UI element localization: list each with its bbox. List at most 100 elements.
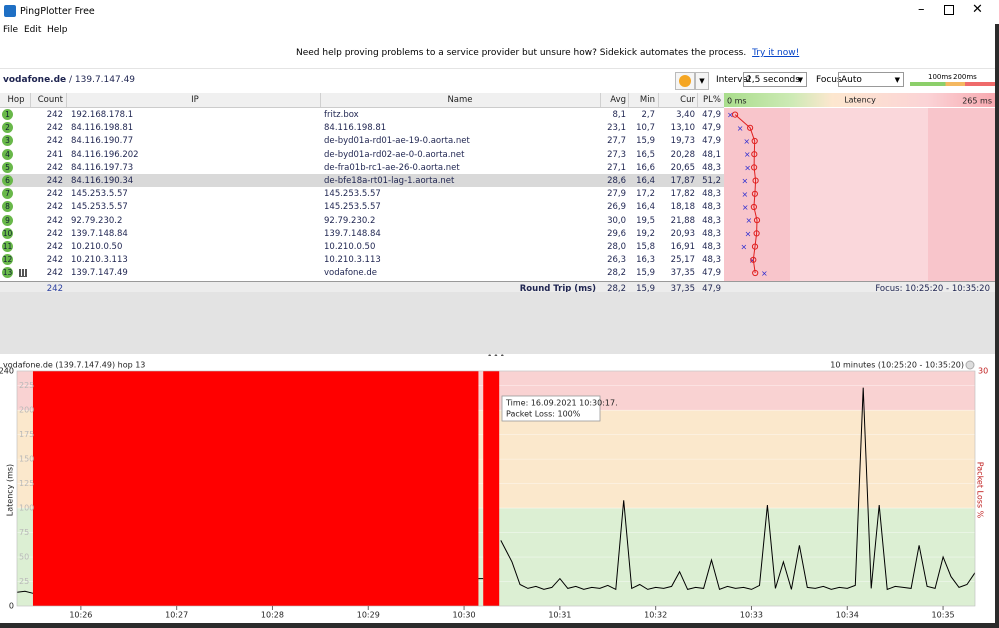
summary-label: Round Trip (ms)	[519, 283, 596, 294]
hop-row[interactable]: 13 242 139.7.147.49 vodafone.de 28,2 15,9 37,3…	[0, 266, 724, 280]
hop-avg: 29,6	[607, 228, 626, 239]
hop-row[interactable]: 7 242 145.253.5.57 145.253.5.57 27,9 17,2 17,8…	[0, 187, 724, 201]
y-axis-label: Latency (ms)	[6, 464, 15, 516]
hop-row[interactable]: 6 242 84.116.190.34 de-bfe18a-rt01-lag-1.ao…	[0, 174, 724, 188]
column-header[interactable]: Name	[447, 95, 473, 105]
x-tick-label: 10:30	[453, 611, 476, 620]
menu-item[interactable]: Edit	[24, 25, 42, 35]
column-header[interactable]: Count	[37, 95, 63, 105]
y-tick-label: 200	[19, 406, 34, 415]
hop-row[interactable]: 12 242 10.210.3.113 10.210.3.113 26,3 16,3 25,…	[0, 253, 724, 267]
column-header[interactable]: Min	[639, 95, 655, 105]
x-tick-label: 10:28	[261, 611, 284, 620]
hop-badge: 5	[2, 161, 13, 173]
hop-cur: 13,10	[670, 123, 695, 134]
hop-name: de-byd01a-rd02-ae-0-0.aorta.net	[324, 149, 465, 160]
avg-mark	[751, 190, 758, 197]
hop-min: 16,4	[636, 176, 655, 186]
target: vodafone.de / 139.7.147.49	[3, 75, 135, 85]
hop-row[interactable]: 2 242 84.116.198.81 84.116.198.81 23,1 10,7 13…	[0, 121, 724, 135]
hop-name: fritz.box	[324, 110, 359, 120]
hop-min: 15,8	[636, 242, 655, 252]
menu-item[interactable]: File	[3, 25, 19, 35]
x-tick-label: 10:32	[644, 611, 667, 620]
avg-mark	[751, 164, 758, 171]
hop-ip: 145.253.5.57	[71, 189, 128, 200]
hop-count: 242	[46, 255, 63, 266]
hop-badge: 7	[2, 188, 13, 200]
hop-row[interactable]: 3 242 84.116.190.77 de-byd01a-rd01-ae-19-0.…	[0, 134, 724, 148]
hop-pl: 47,9	[702, 123, 721, 134]
hop-badge: 6	[2, 175, 13, 186]
hop-pl: 48,3	[702, 202, 721, 213]
close-button[interactable]: ✕	[972, 2, 983, 17]
hop-count: 242	[46, 162, 63, 173]
hop-row[interactable]: 1 242 192.168.178.1 fritz.box 8,1 2,7 3,40 47,9	[0, 108, 724, 122]
minimize-button[interactable]: –	[918, 2, 925, 17]
column-divider	[600, 93, 601, 107]
hop-badge: 1	[2, 109, 13, 120]
x-tick-label: 10:35	[932, 611, 955, 620]
hop-cur: 25,17	[670, 255, 695, 266]
summary-pl: 47,9	[702, 283, 721, 294]
hop-row[interactable]: 5 242 84.116.197.73 de-fra01b-rc1-ae-26-0.a…	[0, 160, 724, 174]
hop-count: 242	[46, 189, 63, 200]
avg-mark	[752, 269, 759, 277]
banner-link[interactable]: Try it now!	[752, 48, 800, 58]
hop-ip: 84.116.198.81	[71, 123, 134, 134]
x-tick-label: 10:31	[548, 611, 571, 620]
column-header[interactable]: PL%	[703, 95, 721, 105]
hop-pl: 47,9	[702, 268, 721, 279]
hop-row[interactable]: 8 242 145.253.5.57 145.253.5.57 26,9 16,4 18,1…	[0, 200, 724, 214]
hop-row[interactable]: 4 241 84.116.196.202 de-byd01a-rd02-ae-0-0.…	[0, 147, 724, 161]
summary-cur: 37,35	[670, 283, 695, 294]
latency-scale-max: 265 ms	[962, 97, 992, 106]
x-tick-label: 10:29	[357, 611, 380, 620]
hop-avg: 23,1	[607, 123, 626, 134]
interval-select[interactable]: 2,5 seconds ▼	[743, 72, 807, 87]
column-header[interactable]: IP	[191, 95, 199, 105]
hop-badge: 4	[2, 148, 13, 160]
hop-pl: 48,3	[702, 242, 721, 252]
hop-row[interactable]: 11 242 10.210.0.50 10.210.0.50 28,0 15,8 16,91…	[0, 240, 724, 254]
avg-mark	[750, 203, 757, 211]
column-header[interactable]: Cur	[680, 95, 695, 105]
hop-row[interactable]: 9 242 92.79.230.2 92.79.230.2 30,0 19,5 21,88 4…	[0, 213, 724, 227]
cur-mark: ×	[741, 243, 748, 252]
title-bar: PingPlotter Free – ✕	[0, 0, 999, 24]
hop-pl: 48,3	[702, 255, 721, 266]
menu-bar: File Edit Help	[0, 24, 999, 38]
hop-badge: 9	[2, 214, 13, 226]
column-header[interactable]: Avg	[610, 95, 626, 105]
avg-line	[734, 114, 758, 274]
hop-row[interactable]: 10 242 139.7.148.84 139.7.148.84 29,6 19,2 20,…	[0, 226, 724, 240]
pause-dropdown[interactable]: ▼	[695, 72, 709, 90]
summary-focus: Focus: 10:25:20 - 10:35:20	[875, 283, 990, 294]
tooltip-box	[501, 395, 601, 422]
focus-select[interactable]: Auto ▼	[838, 72, 904, 87]
hop-min: 15,9	[636, 136, 655, 147]
hop-cur: 16,91	[670, 242, 695, 252]
maximize-button[interactable]	[944, 5, 954, 15]
column-header[interactable]: Hop	[7, 95, 25, 105]
tooltip-time: Time: 16.09.2021 10:30:17.	[505, 399, 618, 408]
hop-count: 241	[46, 149, 63, 160]
hop-avg: 26,3	[607, 255, 626, 266]
pause-button[interactable]	[675, 72, 695, 90]
hop-name: 145.253.5.57	[324, 202, 381, 213]
hop-ip: 84.116.190.77	[71, 136, 134, 147]
column-divider	[658, 93, 659, 107]
menu-item[interactable]: Help	[47, 25, 68, 35]
hop-name: 145.253.5.57	[324, 189, 381, 200]
range-button[interactable]	[965, 360, 975, 370]
hop-name: 84.116.198.81	[324, 123, 387, 134]
x-tick-label: 10:27	[165, 611, 188, 620]
latency-body-mid	[790, 108, 928, 292]
hop-avg: 28,0	[607, 242, 626, 252]
hop-badge: 10	[2, 227, 13, 239]
taskbar-edge	[0, 623, 999, 628]
column-divider	[30, 93, 31, 107]
hop-ip: 84.116.196.202	[71, 149, 139, 160]
focus-value: Auto	[841, 75, 862, 85]
packet-loss-bar	[32, 371, 479, 606]
